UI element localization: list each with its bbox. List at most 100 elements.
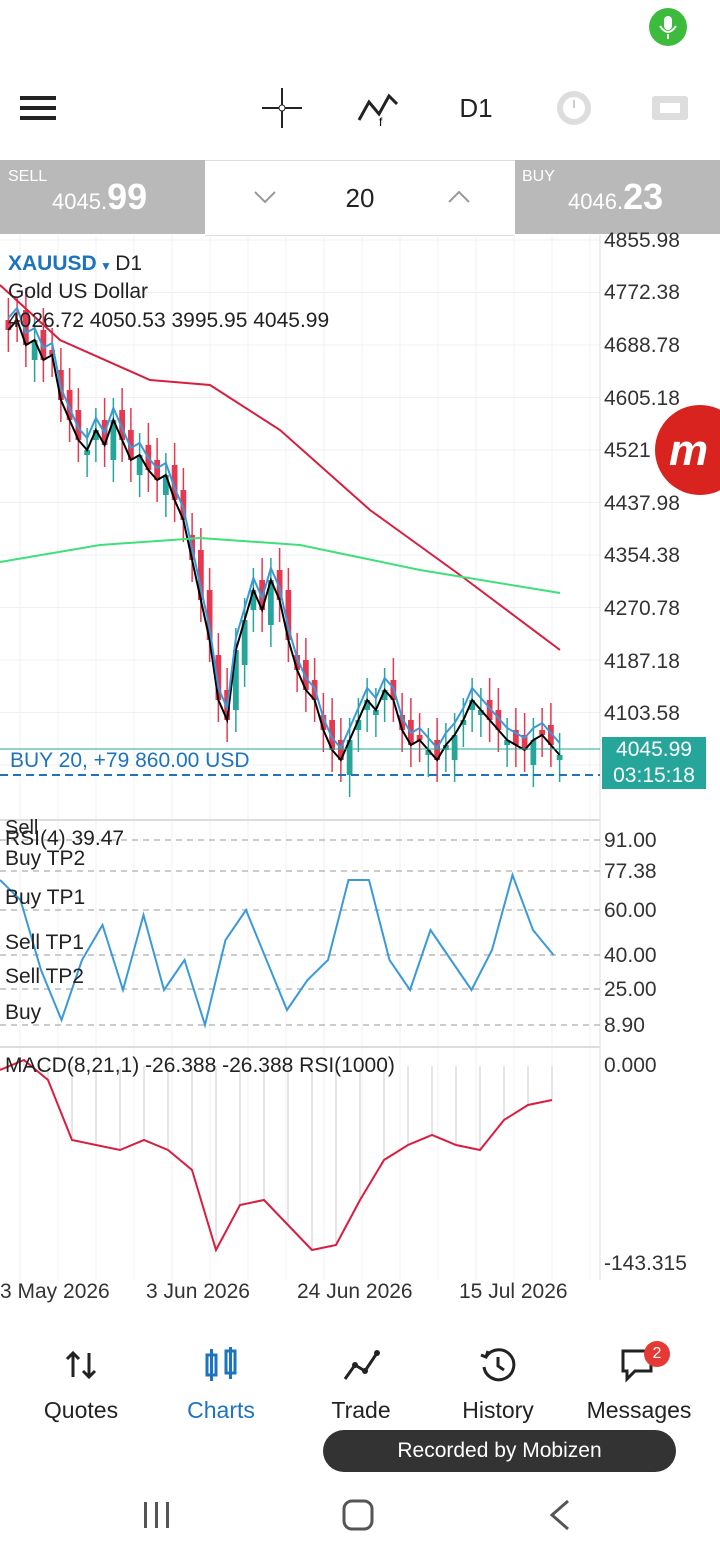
candle-body	[294, 655, 300, 670]
candle-body	[49, 350, 55, 355]
nav-history[interactable]: History	[428, 1335, 568, 1435]
microphone-icon[interactable]	[649, 8, 687, 46]
candle-body	[530, 740, 537, 765]
candle-body	[66, 390, 73, 420]
candle-body	[119, 410, 125, 440]
date-axis-label: 15 Jul 2026	[459, 1280, 568, 1303]
candle-body	[329, 720, 335, 750]
candle-body	[285, 590, 292, 640]
price-axis-label: 4187.18	[604, 650, 680, 673]
macd-signal-line	[0, 1058, 553, 1253]
candle-body	[241, 620, 248, 665]
candle-body	[84, 450, 90, 455]
candle-body	[276, 570, 283, 600]
quotes-icon	[65, 1350, 97, 1380]
sell-price: 4045.99	[52, 176, 148, 217]
sell-button[interactable]: SELL 4045.99	[0, 160, 205, 234]
rsi-level-label: Buy TP1	[5, 886, 86, 909]
macd-axis-bottom: -143.315	[604, 1252, 687, 1275]
nav-label: Trade	[331, 1397, 391, 1423]
volume-control: 20	[205, 160, 515, 236]
menu-icon[interactable]	[14, 84, 62, 132]
ma-mid-line	[7, 306, 561, 750]
candle-body	[443, 745, 449, 750]
price-axis-label: 4270.78	[604, 597, 680, 620]
candle-body	[320, 715, 327, 730]
macd-title: MACD(8,21,1) -26.388 -26.388 RSI(1000)	[5, 1054, 395, 1077]
candle-body	[163, 475, 169, 495]
candle-body	[338, 740, 344, 760]
candle-body	[521, 735, 528, 750]
trade-icon	[343, 1350, 380, 1380]
bottom-navigation: Quotes Charts Trade History Messages	[0, 1335, 720, 1435]
date-axis-label: 24 Jun 2026	[297, 1280, 413, 1303]
ma-long-line	[0, 536, 561, 594]
candle-body	[268, 580, 274, 625]
rsi-level-value: 40.00	[604, 944, 657, 967]
home-icon[interactable]	[342, 1499, 374, 1531]
candle-body	[434, 740, 440, 760]
candle-body	[75, 410, 82, 440]
chevron-up-icon[interactable]	[447, 189, 471, 205]
mobizen-floating-icon[interactable]: m	[655, 405, 720, 495]
indicators-icon[interactable]: f	[354, 84, 402, 132]
rsi-overlay-label: Sell	[5, 817, 39, 839]
one-click-trade-panel: SELL 4045.99 20 BUY 4046.23	[0, 160, 720, 236]
rsi-level-label: Sell TP2	[5, 965, 84, 988]
one-click-trading-icon[interactable]	[646, 84, 694, 132]
nav-charts[interactable]: Charts	[151, 1335, 291, 1435]
candle-body	[539, 730, 545, 735]
price-axis-label: 4772.38	[604, 281, 680, 304]
nav-quotes[interactable]: Quotes	[11, 1335, 151, 1435]
nav-label: Charts	[187, 1397, 255, 1423]
nav-messages[interactable]: Messages	[569, 1335, 709, 1435]
chart-description: Gold US Dollar	[8, 280, 149, 303]
candle-body	[460, 720, 467, 725]
rsi-axis-top: 91.00	[604, 829, 657, 852]
rsi-level-value: 8.90	[604, 1014, 645, 1037]
rsi-level-value: 25.00	[604, 978, 657, 1001]
candle-body	[5, 320, 12, 330]
buy-price: 4046.23	[568, 176, 664, 217]
price-chart[interactable]	[0, 235, 720, 1285]
svg-text:m: m	[669, 426, 708, 475]
chart-ohlc: 4026.72 4050.53 3995.95 4045.99	[8, 309, 330, 332]
crosshair-icon[interactable]	[258, 84, 306, 132]
price-axis-label: 4521	[604, 439, 651, 462]
svg-text:f: f	[379, 115, 383, 128]
nav-trade[interactable]: Trade	[291, 1335, 431, 1435]
recent-apps-icon[interactable]	[140, 1500, 174, 1530]
date-axis-label: 3 Jun 2026	[146, 1280, 250, 1303]
nav-label: Quotes	[43, 1397, 119, 1423]
candle-body	[495, 710, 502, 730]
ma-fast-line	[7, 318, 561, 762]
candle-body	[206, 590, 213, 640]
charts-icon	[205, 1347, 237, 1381]
messages-badge: 2	[644, 1341, 670, 1367]
recorded-by-banner: Recorded by Mobizen	[323, 1430, 676, 1472]
candle-body	[31, 340, 38, 360]
rsi-line	[0, 871, 555, 1029]
volume-input[interactable]: 20	[345, 183, 375, 213]
buy-button[interactable]: BUY 4046.23	[515, 160, 720, 234]
candle-body	[110, 420, 117, 460]
candle-body	[381, 690, 388, 700]
candle-body	[486, 700, 493, 720]
price-axis-label: 4437.98	[604, 492, 680, 515]
back-icon[interactable]	[548, 1499, 572, 1531]
price-axis-label: 4688.78	[604, 334, 680, 357]
candle-body	[451, 735, 458, 760]
buy-label: BUY	[522, 168, 555, 185]
price-axis-label: 4354.38	[604, 544, 680, 567]
chevron-down-icon[interactable]	[253, 189, 277, 205]
candle-body	[399, 715, 405, 730]
position-label[interactable]: BUY 20, +79 860.00 USD	[10, 749, 250, 772]
candle-body	[478, 710, 484, 715]
candle-body	[303, 660, 309, 690]
candle-body	[513, 730, 519, 745]
current-price-badge: 4045.99 03:15:18	[602, 737, 706, 789]
rsi-title: RSI(4) 39.47	[5, 827, 125, 850]
timeframe-button[interactable]: D1	[452, 84, 500, 132]
clock-icon[interactable]	[550, 84, 598, 132]
chart-symbol[interactable]: XAUUSD ▼ D1	[8, 252, 143, 275]
